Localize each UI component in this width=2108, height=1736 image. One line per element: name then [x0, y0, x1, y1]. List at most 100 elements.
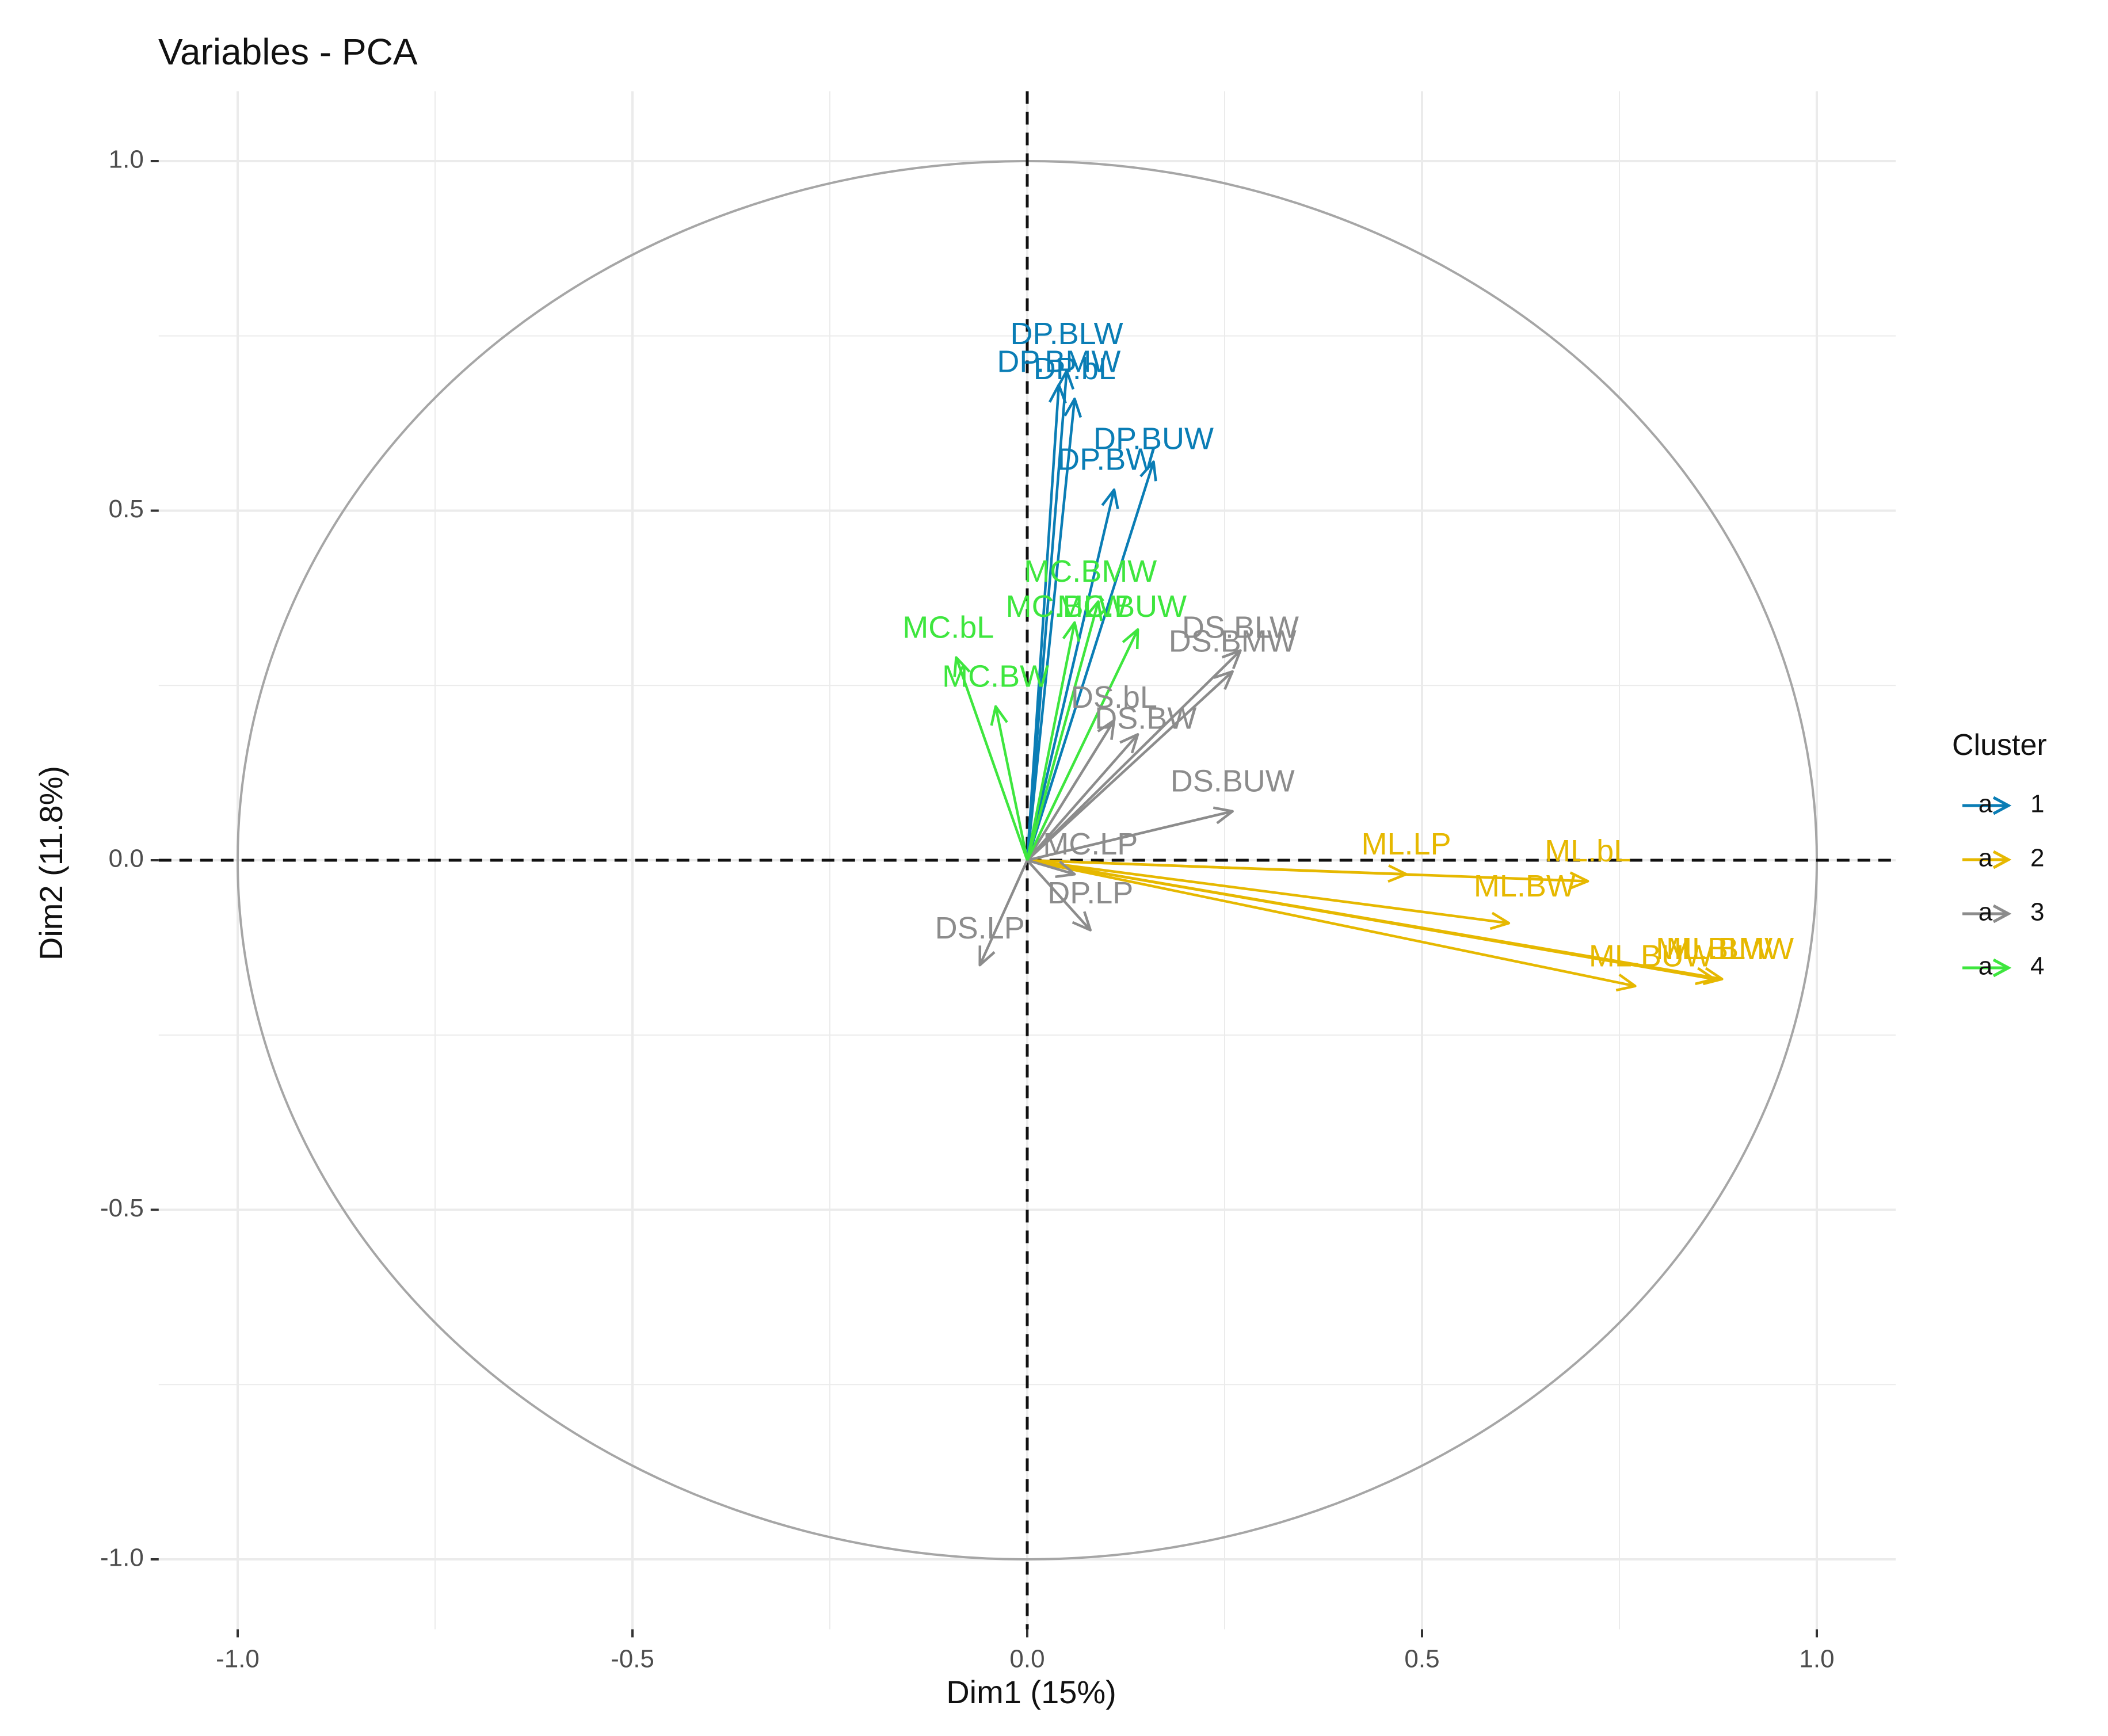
variable-arrow-mc-blw	[1026, 621, 1081, 861]
x-axis-ticks: -1.0 -0.5 0.0 0.5 1.0	[216, 1629, 1835, 1673]
variable-arrow-ds-bw	[1026, 733, 1139, 861]
arrow-shaft	[1026, 649, 1242, 861]
x-tick-label: -0.5	[611, 1645, 654, 1673]
arrow-head	[1101, 488, 1119, 509]
variable-arrow-mc-bl	[953, 656, 1029, 861]
variable-label-ml-lp: ML.LP	[1362, 827, 1451, 861]
arrow-head	[1702, 967, 1724, 986]
arrow-shaft	[1027, 859, 1509, 925]
arrow-head	[1097, 719, 1116, 740]
variable-arrows-layer	[953, 369, 1724, 992]
arrow-head	[1489, 911, 1511, 930]
arrow-head	[1056, 369, 1075, 390]
arrow-shaft	[1026, 398, 1076, 861]
arrow-shaft	[1026, 859, 1092, 932]
variable-arrow-ds-buw	[1027, 806, 1234, 862]
variable-label-ml-bw: ML.BW	[1474, 869, 1576, 903]
legend-key-arrowhead	[1992, 958, 2012, 978]
legend-items: a 1a 2a 3a 4	[1962, 790, 2044, 980]
arrow-shaft	[1027, 859, 1588, 883]
x-axis-title: Dim1 (15%)	[946, 1674, 1116, 1710]
legend-label: 1	[2030, 790, 2044, 818]
arrow-head	[1213, 806, 1234, 825]
arrow-shaft	[994, 706, 1029, 861]
variable-arrow-ds-blw	[1026, 649, 1242, 861]
arrow-head	[1569, 871, 1589, 890]
arrow-head	[1122, 628, 1139, 650]
legend-label: 4	[2030, 952, 2044, 980]
legend-label: 2	[2030, 844, 2044, 872]
arrow-shaft	[1027, 810, 1233, 862]
arrow-head	[1063, 397, 1082, 418]
arrow-shaft	[1026, 461, 1155, 861]
arrow-head	[1119, 733, 1139, 754]
legend-key-glyph: a	[1979, 952, 1993, 980]
variable-arrow-dp-bw	[1026, 488, 1119, 861]
y-axis-ticks: -1.0 -0.5 0.0 0.5 1.0	[100, 146, 159, 1572]
variable-label-dp-bl: DP.bL	[1034, 352, 1116, 386]
legend-key-glyph: a	[1979, 844, 1993, 872]
variable-arrow-dp-bl	[1026, 397, 1082, 861]
variable-arrow-ml-bl	[1027, 859, 1589, 890]
variable-arrow-ml-bw	[1027, 859, 1511, 930]
arrow-shaft	[1027, 859, 1075, 876]
y-tick-label: 0.5	[109, 495, 144, 523]
variable-label-ml-blw: ML.BLW	[1656, 932, 1772, 966]
legend-key-arrowhead	[1992, 904, 2012, 924]
variable-label-dp-bw: DP.BW	[1057, 442, 1155, 477]
variable-arrow-ds-bl	[1026, 719, 1116, 861]
variable-label-ds-buw: DS.BUW	[1171, 764, 1295, 799]
arrow-shaft	[1027, 859, 1636, 987]
arrow-head	[978, 945, 996, 967]
arrow-shaft	[955, 657, 1029, 861]
arrow-head	[1055, 860, 1076, 879]
variable-label-dp-bmw: DP.BMW	[997, 345, 1120, 379]
x-tick-label: 0.5	[1404, 1645, 1439, 1673]
legend: Cluster a 1a 2a 3a 4	[1952, 728, 2047, 980]
variable-arrow-dp-buw	[1026, 460, 1157, 861]
variable-label-mc-buw: MC.BUW	[1057, 589, 1187, 624]
variable-label-ml-bmw: ML.BMW	[1666, 932, 1794, 966]
variable-label-ml-bl: ML.bL	[1545, 834, 1631, 868]
arrow-shaft	[1026, 629, 1139, 861]
arrow-head	[1221, 649, 1242, 669]
y-axis-title: Dim2 (11.8%)	[33, 766, 69, 960]
arrow-shaft	[1026, 384, 1061, 861]
variable-label-dp-buw: DP.BUW	[1093, 421, 1214, 456]
arrow-head	[1615, 974, 1637, 992]
legend-key-glyph: a	[1979, 898, 1993, 926]
arrow-head	[1139, 460, 1157, 482]
variable-label-ds-bw: DS.BW	[1095, 701, 1196, 735]
variable-label-ml-buw: ML.BUW	[1589, 938, 1713, 973]
arrow-shaft	[1026, 719, 1115, 861]
legend-label: 3	[2030, 898, 2044, 926]
y-tick-label: -0.5	[100, 1194, 144, 1222]
variable-label-dp-blw: DP.BLW	[1011, 316, 1123, 351]
arrow-head	[990, 705, 1008, 726]
variable-label-mc-bl: MC.bL	[902, 610, 994, 644]
variable-arrow-dp-lp	[1026, 859, 1092, 932]
arrow-head	[1695, 967, 1716, 986]
y-tick-label: -1.0	[100, 1544, 144, 1572]
legend-title: Cluster	[1952, 728, 2047, 762]
variable-label-mc-blw: MC.BLW	[1006, 589, 1128, 624]
x-tick-label: 0.0	[1009, 1645, 1045, 1673]
variable-arrow-dp-bmw	[1026, 383, 1067, 861]
variable-label-mc-bw: MC.BW	[942, 659, 1049, 693]
arrow-shaft	[1026, 601, 1100, 861]
y-tick-label: 1.0	[109, 146, 144, 174]
arrow-shaft	[1027, 859, 1722, 980]
arrow-shaft	[1026, 622, 1076, 861]
legend-key-arrowhead	[1992, 850, 2012, 869]
arrow-head	[1062, 621, 1081, 642]
arrow-shaft	[1026, 670, 1234, 861]
arrow-head	[1072, 911, 1092, 932]
variable-arrow-ml-blw	[1027, 859, 1724, 986]
variable-label-ds-lp: DS.LP	[935, 911, 1025, 945]
x-tick-label: -1.0	[216, 1645, 260, 1673]
variable-arrow-mc-bmw	[1026, 600, 1103, 861]
